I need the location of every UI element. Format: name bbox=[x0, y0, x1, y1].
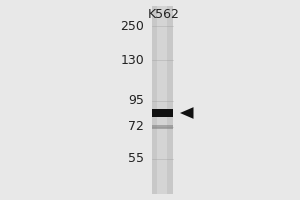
Bar bbox=[152, 109, 172, 117]
Bar bbox=[157, 6, 167, 194]
Polygon shape bbox=[180, 107, 194, 119]
Bar bbox=[152, 6, 172, 194]
Text: 72: 72 bbox=[128, 120, 144, 134]
Bar bbox=[152, 125, 172, 129]
Text: 130: 130 bbox=[120, 53, 144, 66]
Text: 95: 95 bbox=[128, 95, 144, 108]
Text: 55: 55 bbox=[128, 153, 144, 166]
Text: 250: 250 bbox=[120, 20, 144, 32]
Text: K562: K562 bbox=[148, 8, 179, 21]
